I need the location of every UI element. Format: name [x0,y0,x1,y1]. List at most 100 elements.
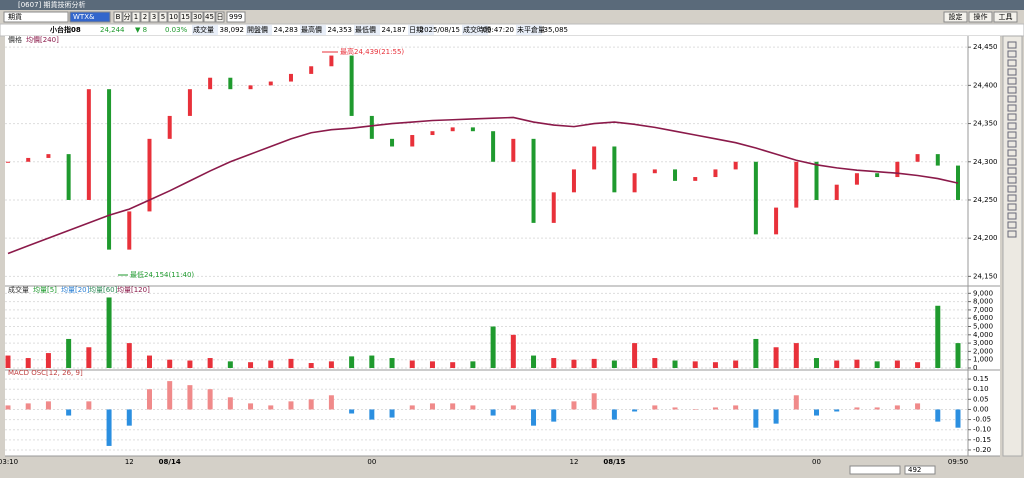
field-label-bg [354,25,380,35]
symbol-input[interactable] [69,11,111,23]
x-tick-label: 00 [812,458,821,466]
y-tick-label: 9,000 [973,289,993,297]
tool-icon[interactable] [1007,113,1017,121]
low-annotation: 最低24,154(11:40) [130,270,194,279]
tool-icon[interactable] [1007,95,1017,103]
tool-icon[interactable] [1007,149,1017,157]
candle [875,173,880,178]
field-value: 24,353 [328,26,353,34]
candle [430,131,435,136]
x-tick-label: 12 [125,458,134,466]
bar [146,389,152,410]
menu-button[interactable] [943,11,968,23]
bar [5,405,11,410]
interval-label: 10 [169,13,178,21]
bar [187,385,193,410]
interval-button[interactable] [131,11,141,23]
tool-icon[interactable] [1007,41,1017,49]
high-annotation: 最高24,439(21:55) [340,47,404,56]
field-value: 2025/08/15 [420,26,460,34]
candle [854,173,859,185]
legend-entry: 均量[20] [61,285,90,294]
interval-label: 45 [205,13,214,21]
bar [328,361,334,368]
product-select[interactable] [3,11,69,23]
scrollbar[interactable] [849,465,901,475]
interval-button[interactable] [149,11,159,23]
bar [369,409,375,420]
tool-icon[interactable] [1007,104,1017,112]
bar [793,395,799,410]
interval-button[interactable] [113,11,123,23]
candle [86,89,91,200]
interval-label: B [116,13,121,21]
y-tick-label: 24,200 [973,234,998,242]
interval-label: 15 [181,13,190,21]
tool-icon[interactable] [1007,185,1017,193]
bar [854,359,860,368]
y-tick-label: 8,000 [973,298,993,306]
bar [369,355,375,368]
tool-icon[interactable] [1007,50,1017,58]
tool-icon[interactable] [1007,77,1017,85]
candle [329,55,334,67]
y-tick-label: 3,000 [973,339,993,347]
interval-button[interactable] [203,11,216,23]
tool-icon[interactable] [1007,221,1017,229]
candle [733,161,738,170]
candle [410,135,415,147]
y-tick-label: 0.10 [973,385,989,393]
bar [611,360,617,368]
y-tick-label: 0.15 [973,375,989,383]
tool-icon[interactable] [1007,131,1017,139]
menu-button[interactable] [968,11,993,23]
y-tick-label: 0.05 [973,395,989,403]
interval-button[interactable] [179,11,192,23]
tool-icon[interactable] [1007,176,1017,184]
bar [854,407,860,410]
bar [712,407,718,410]
interval-button[interactable] [167,11,180,23]
title-bar [0,0,1024,10]
tool-icon[interactable] [1007,230,1017,238]
bar [874,407,880,410]
interval-button[interactable] [191,11,204,23]
tool-icon[interactable] [1007,68,1017,76]
interval-button[interactable] [158,11,168,23]
bar [106,409,112,446]
menu-button[interactable] [993,11,1018,23]
count-box[interactable] [226,11,246,23]
interval-button[interactable] [122,11,132,23]
bar [712,362,718,368]
candle [673,169,678,181]
tool-icon[interactable] [1007,140,1017,148]
tool-icon[interactable] [1007,194,1017,202]
interval-button[interactable] [140,11,150,23]
zoom-box [904,465,936,475]
tool-icon[interactable] [1007,59,1017,67]
bar [793,343,799,368]
tool-icon[interactable] [1007,122,1017,130]
field-label-bg [300,25,326,35]
axis-area [968,36,1000,456]
candle [147,138,152,212]
bar [45,401,51,410]
tool-icon[interactable] [1007,212,1017,220]
field-label-bg [516,25,542,35]
legend-entry: 均量[60] [89,285,118,294]
bar [672,360,678,368]
candle [592,146,597,170]
bar [248,362,254,368]
y-tick-label: 4,000 [973,331,993,339]
bar [207,389,213,410]
bar [349,409,355,414]
y-tick-label: 24,150 [973,272,998,280]
candle [450,127,455,132]
interval-button[interactable] [215,11,225,23]
tool-icon[interactable] [1007,167,1017,175]
tool-icon[interactable] [1007,203,1017,211]
tool-icon[interactable] [1007,158,1017,166]
tool-icon[interactable] [1007,86,1017,94]
bar [146,355,152,368]
